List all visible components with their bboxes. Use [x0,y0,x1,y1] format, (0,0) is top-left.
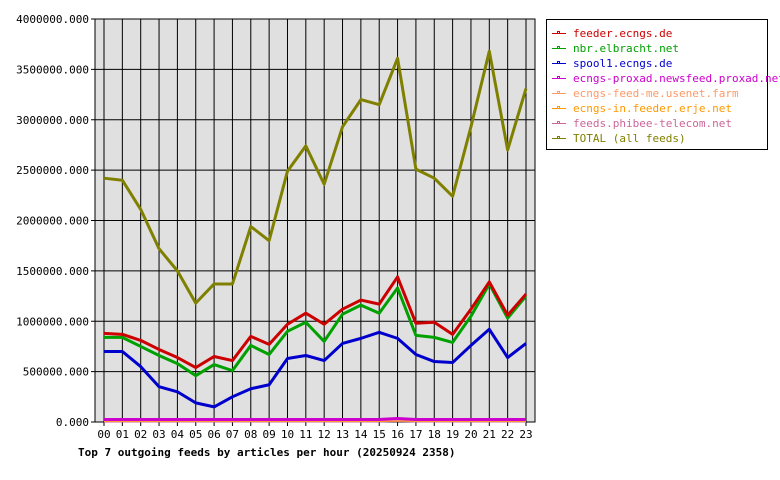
series-line [104,327,527,409]
series-line [103,49,528,305]
x-tick-label: 07 [226,428,239,441]
legend-swatch [552,61,566,64]
x-tick-label: 08 [244,428,257,441]
x-tick-label: 00 [97,428,110,441]
x-tick-label: 02 [134,428,147,441]
x-tick-label: 16 [391,428,404,441]
legend-label: ecngs-feed-me.usenet.farm [573,87,739,100]
series-line [104,416,526,421]
legend-item: TOTAL (all feeds) [547,131,767,146]
x-tick-label: 12 [318,428,331,441]
legend-swatch [552,46,566,49]
y-tick-label: 3500000.000 [16,63,89,76]
legend-swatch [552,136,566,139]
x-tick-label: 19 [446,428,459,441]
legend-label: TOTAL (all feeds) [573,132,686,145]
legend-label: feeds.phibee-telecom.net [573,117,732,130]
x-tick-label: 03 [152,428,165,441]
chart-legend: feeder.ecngs.de nbr.elbracht.net spool1.ec… [546,19,780,150]
x-tick-label: 22 [501,428,514,441]
x-tick-label: 18 [428,428,441,441]
y-tick-label: 2500000.000 [16,164,89,177]
x-tick-label: 05 [189,428,202,441]
y-tick-label: 1000000.000 [16,315,89,328]
x-tick-label: 09 [263,428,276,441]
legend-label: feeder.ecngs.de [573,27,673,40]
legend-item: nbr.elbracht.net [547,41,767,56]
legend-label: spool1.ecngs.de [573,57,673,70]
series-line [103,275,528,370]
x-tick-label: 23 [519,428,532,441]
legend-item: feeds.phibee-telecom.net [547,116,767,131]
legend-swatch [552,76,566,79]
series-line [104,282,528,378]
legend-label: ecngs-proxad.newsfeed.proxad.net [573,72,780,85]
legend-item: feeder.ecngs.de [547,26,767,41]
x-tick-label: 10 [281,428,294,441]
y-tick-label: 2000000.000 [16,215,89,228]
y-tick-label: 500000.000 [23,366,89,379]
legend-item: spool1.ecngs.de [547,56,767,71]
y-tick-label: 3000000.000 [16,114,89,127]
legend-swatch [552,106,566,109]
legend-label: ecngs-in.feeder.erje.net [573,102,732,115]
x-tick-label: 06 [207,428,220,441]
legend-swatch [552,121,566,124]
x-tick-label: 20 [464,428,477,441]
x-tick-label: 14 [354,428,368,441]
x-tick-label: 11 [299,428,312,441]
legend-item: ecngs-in.feeder.erje.net [547,101,767,116]
x-tick-label: 01 [116,428,129,441]
legend-swatch [552,91,566,94]
legend-item: ecngs-proxad.newsfeed.proxad.net [547,71,780,86]
y-tick-label: 0.000 [56,416,89,429]
y-tick-label: 4000000.000 [16,13,89,26]
legend-swatch [552,31,566,34]
x-tick-label: 21 [483,428,496,441]
chart-title: Top 7 outgoing feeds by articles per hou… [78,446,456,459]
x-tick-label: 15 [373,428,386,441]
legend-item: ecngs-feed-me.usenet.farm [547,86,767,101]
x-tick-label: 13 [336,428,349,441]
y-tick-label: 1500000.000 [16,265,89,278]
x-tick-label: 17 [409,428,422,441]
x-tick-label: 04 [171,428,185,441]
legend-label: nbr.elbracht.net [573,42,679,55]
